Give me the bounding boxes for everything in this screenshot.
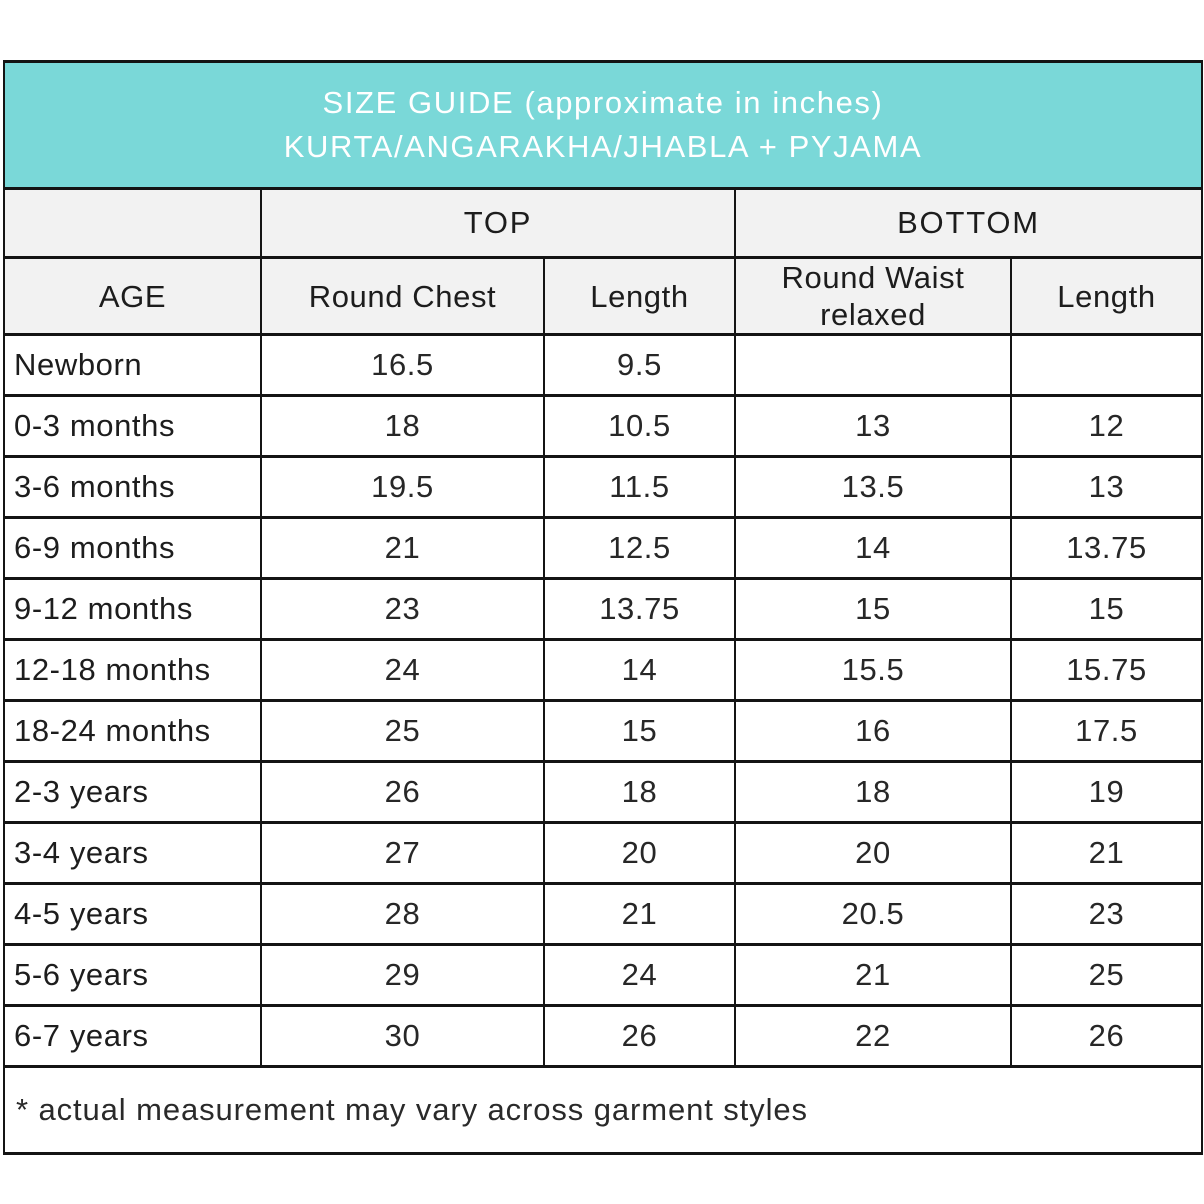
measurement-cell: 14 xyxy=(543,638,736,703)
measurement-cell: 9.5 xyxy=(543,333,736,398)
measurement-cell: 11.5 xyxy=(543,455,736,520)
measurement-cell: 16 xyxy=(734,699,1012,764)
measurement-cell: 14 xyxy=(734,516,1012,581)
age-cell: 12-18 months xyxy=(3,638,262,703)
measurement-cell: 18 xyxy=(543,760,736,825)
title-line-1: SIZE GUIDE (approximate in inches) xyxy=(322,84,884,120)
table-row: 0-3 months 18 10.5 13 12 xyxy=(3,394,1203,459)
measurement-cell: 26 xyxy=(543,1004,736,1069)
measurement-cell: 13 xyxy=(1010,455,1203,520)
table-row: 18-24 months 25 15 16 17.5 xyxy=(3,699,1203,764)
measurement-cell: 17.5 xyxy=(1010,699,1203,764)
measurement-cell: 21 xyxy=(734,943,1012,1008)
title-row: SIZE GUIDE (approximate in inches) KURTA… xyxy=(3,60,1203,190)
age-cell: 9-12 months xyxy=(3,577,262,642)
title-line-2: KURTA/ANGARAKHA/JHABLA + PYJAMA xyxy=(283,129,923,164)
column-header-row: AGE Round Chest Length Round Waist relax… xyxy=(3,255,1203,337)
table-row: 2-3 years 26 18 18 19 xyxy=(3,760,1203,825)
age-cell: 4-5 years xyxy=(3,882,262,947)
size-guide-table: SIZE GUIDE (approximate in inches) KURTA… xyxy=(3,60,1203,1156)
column-header-age: AGE xyxy=(3,255,262,337)
table-row: 4-5 years 28 21 20.5 23 xyxy=(3,882,1203,947)
measurement-cell: 22 xyxy=(734,1004,1012,1069)
column-header-round-chest: Round Chest xyxy=(260,255,545,337)
measurement-cell: 25 xyxy=(1010,943,1203,1008)
age-cell: 6-9 months xyxy=(3,516,262,581)
measurement-cell: 20 xyxy=(734,821,1012,886)
measurement-cell: 13.75 xyxy=(543,577,736,642)
measurement-cell: 25 xyxy=(260,699,545,764)
measurement-cell: 12.5 xyxy=(543,516,736,581)
measurement-cell: 13 xyxy=(734,394,1012,459)
group-header-empty-cell xyxy=(3,187,262,259)
measurement-cell: 19 xyxy=(1010,760,1203,825)
measurement-cell: 18 xyxy=(260,394,545,459)
age-cell: 2-3 years xyxy=(3,760,262,825)
measurement-cell: 23 xyxy=(1010,882,1203,947)
column-header-round-waist: Round Waist relaxed xyxy=(734,255,1012,337)
table-row: 3-4 years 27 20 20 21 xyxy=(3,821,1203,886)
table-row: 6-7 years 30 26 22 26 xyxy=(3,1004,1203,1069)
group-header-row: TOP BOTTOM xyxy=(3,187,1203,259)
age-cell: 3-6 months xyxy=(3,455,262,520)
age-cell: Newborn xyxy=(3,333,262,398)
measurement-cell: 18 xyxy=(734,760,1012,825)
measurement-cell: 28 xyxy=(260,882,545,947)
measurement-cell: 29 xyxy=(260,943,545,1008)
table-row: Newborn 16.5 9.5 xyxy=(3,333,1203,398)
group-header-top: TOP xyxy=(260,187,736,259)
table-row: 12-18 months 24 14 15.5 15.75 xyxy=(3,638,1203,703)
measurement-cell: 27 xyxy=(260,821,545,886)
age-cell: 6-7 years xyxy=(3,1004,262,1069)
table-row: 6-9 months 21 12.5 14 13.75 xyxy=(3,516,1203,581)
measurement-cell: 12 xyxy=(1010,394,1203,459)
table-row: 3-6 months 19.5 11.5 13.5 13 xyxy=(3,455,1203,520)
measurement-cell: 26 xyxy=(260,760,545,825)
footnote: * actual measurement may vary across gar… xyxy=(3,1065,1203,1156)
measurement-cell: 24 xyxy=(543,943,736,1008)
table-row: 5-6 years 29 24 21 25 xyxy=(3,943,1203,1008)
age-cell: 18-24 months xyxy=(3,699,262,764)
measurement-cell: 21 xyxy=(1010,821,1203,886)
measurement-cell: 30 xyxy=(260,1004,545,1069)
column-header-bottom-length: Length xyxy=(1010,255,1203,337)
measurement-cell: 15.5 xyxy=(734,638,1012,703)
measurement-cell: 26 xyxy=(1010,1004,1203,1069)
group-header-bottom: BOTTOM xyxy=(734,187,1203,259)
measurement-cell: 10.5 xyxy=(543,394,736,459)
measurement-cell: 13.75 xyxy=(1010,516,1203,581)
measurement-cell: 15.75 xyxy=(1010,638,1203,703)
measurement-cell: 20 xyxy=(543,821,736,886)
measurement-cell: 13.5 xyxy=(734,455,1012,520)
age-cell: 0-3 months xyxy=(3,394,262,459)
size-table-body: Newborn 16.5 9.5 0-3 months 18 10.5 13 12 3-6 mo… xyxy=(3,333,1203,1069)
measurement-cell: 19.5 xyxy=(260,455,545,520)
measurement-cell: 16.5 xyxy=(260,333,545,398)
column-header-top-length: Length xyxy=(543,255,736,337)
measurement-cell: 21 xyxy=(260,516,545,581)
table-row: 9-12 months 23 13.75 15 15 xyxy=(3,577,1203,642)
measurement-cell: 24 xyxy=(260,638,545,703)
measurement-cell xyxy=(734,333,1012,398)
measurement-cell: 15 xyxy=(1010,577,1203,642)
age-cell: 3-4 years xyxy=(3,821,262,886)
footnote-row: * actual measurement may vary across gar… xyxy=(3,1065,1203,1156)
measurement-cell: 15 xyxy=(734,577,1012,642)
measurement-cell: 20.5 xyxy=(734,882,1012,947)
table-title: SIZE GUIDE (approximate in inches) KURTA… xyxy=(3,60,1203,190)
measurement-cell: 23 xyxy=(260,577,545,642)
measurement-cell: 15 xyxy=(543,699,736,764)
measurement-cell xyxy=(1010,333,1203,398)
age-cell: 5-6 years xyxy=(3,943,262,1008)
measurement-cell: 21 xyxy=(543,882,736,947)
